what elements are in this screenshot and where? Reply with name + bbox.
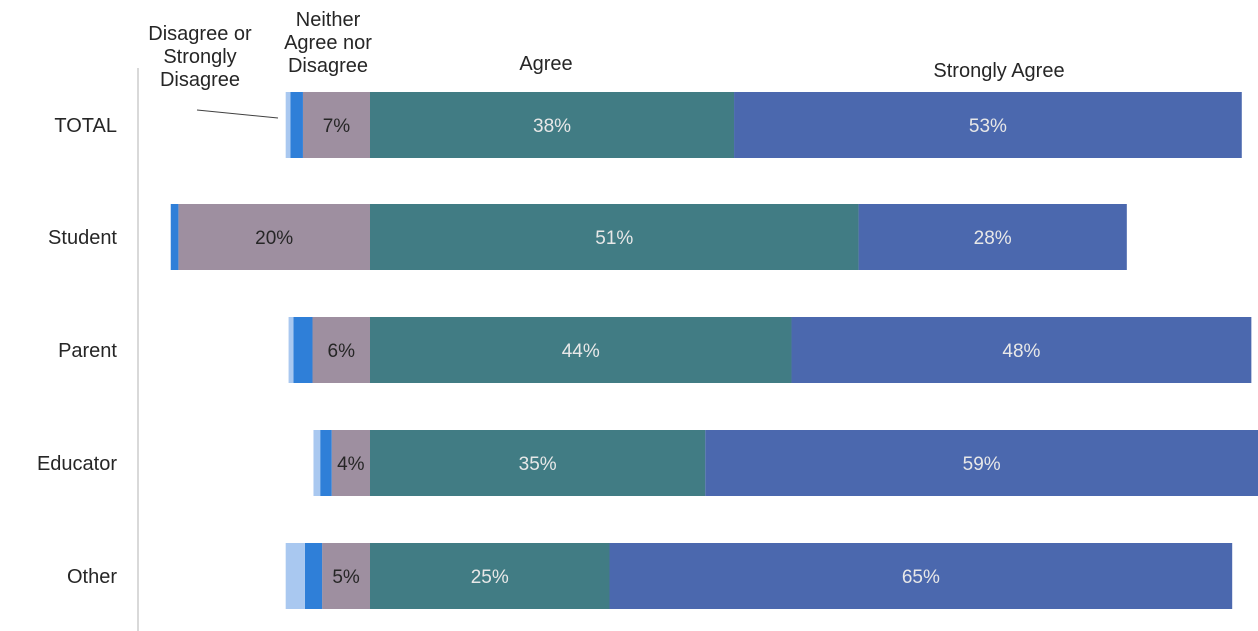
data-label-total-strongly-agree: 53% (969, 116, 1007, 137)
column-header-agree: Agree (519, 53, 572, 75)
bar-educator-disagree-light (313, 430, 321, 496)
bar-parent-agree (370, 317, 792, 383)
bar-other-strongly-agree (609, 543, 1233, 609)
category-label-other: Other (67, 566, 117, 588)
bar-total-disagree-light (285, 92, 291, 158)
header-leader-line (196, 109, 279, 119)
column-header-line: Strongly Agree (933, 60, 1064, 82)
category-label-educator: Educator (37, 453, 117, 475)
data-label-parent-strongly-agree: 48% (1002, 341, 1040, 362)
data-label-other-agree: 25% (471, 567, 509, 588)
bar-total-strongly-agree (734, 92, 1242, 158)
data-label-student-agree: 51% (595, 228, 633, 249)
bar-parent-strongly-agree (791, 317, 1252, 383)
data-label-parent-neither: 6% (328, 341, 356, 362)
data-label-other-neither: 5% (332, 567, 360, 588)
bar-student-disagree (170, 204, 179, 270)
bar-other-neither (322, 543, 370, 609)
bar-total-agree (370, 92, 735, 158)
column-header-line: Agree nor (284, 32, 372, 54)
data-label-total-agree: 38% (533, 116, 571, 137)
bar-total-neither (302, 92, 370, 158)
bars-layer (170, 92, 1258, 609)
bar-educator-neither (331, 430, 370, 496)
category-label-parent: Parent (58, 340, 117, 362)
category-label-total: TOTAL (54, 115, 117, 137)
bar-parent-disagree (293, 317, 313, 383)
data-label-total-neither: 7% (323, 116, 351, 137)
column-header-line: Disagree (160, 69, 240, 91)
data-label-educator-neither: 4% (337, 454, 365, 475)
column-header-line: Disagree (288, 55, 368, 77)
column-header-line: Agree (519, 53, 572, 75)
bar-parent-neither (312, 317, 370, 383)
bar-parent-disagree-light (288, 317, 294, 383)
bar-student-agree (370, 204, 859, 270)
bar-total-disagree (290, 92, 303, 158)
data-label-educator-agree: 35% (519, 454, 557, 475)
data-label-parent-agree: 44% (562, 341, 600, 362)
column-header-line: Neither (296, 9, 361, 31)
category-label-student: Student (48, 227, 117, 249)
bar-other-agree (370, 543, 610, 609)
data-label-other-strongly-agree: 65% (902, 567, 940, 588)
bar-student-neither (178, 204, 370, 270)
column-header-disagree: Disagree or Strongly Disagree (148, 23, 252, 91)
column-header-neither: Neither Agree nor Disagree (284, 9, 372, 77)
bar-other-disagree-light (285, 543, 305, 609)
data-label-student-neither: 20% (255, 228, 293, 249)
labels-layer: TOTAL 7% 38% 53% Student 20% 51% 28% Parent 6% 44%… (37, 9, 1065, 588)
bar-educator-disagree (320, 430, 332, 496)
bar-educator-agree (370, 430, 706, 496)
column-header-line: Disagree or (148, 23, 252, 45)
bar-educator-strongly-agree (705, 430, 1258, 496)
column-header-strongly-agree: Strongly Agree (933, 60, 1064, 82)
bar-other-disagree (304, 543, 323, 609)
data-label-educator-strongly-agree: 59% (963, 454, 1001, 475)
column-header-line: Strongly (163, 46, 236, 68)
data-label-student-strongly-agree: 28% (974, 228, 1012, 249)
bar-student-strongly-agree (858, 204, 1127, 270)
